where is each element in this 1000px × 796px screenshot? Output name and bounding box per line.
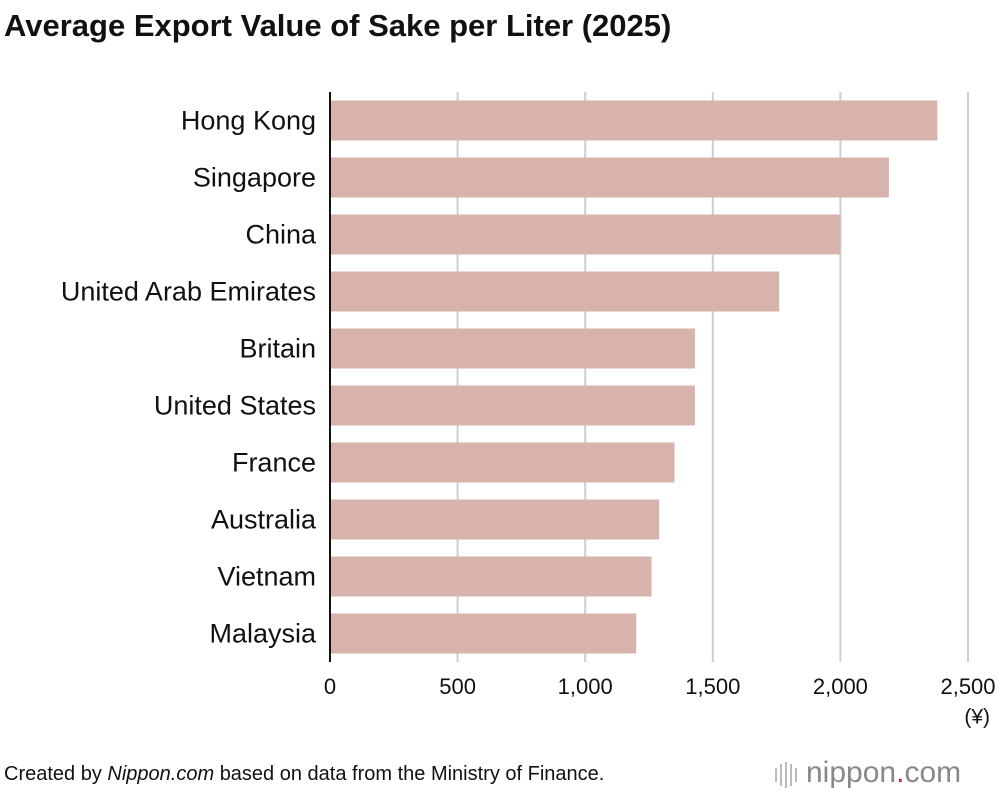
y-tick-label: France xyxy=(232,448,316,478)
bar xyxy=(330,214,841,255)
x-tick-label: 2,000 xyxy=(813,674,868,699)
y-tick-label: Vietnam xyxy=(217,562,316,592)
bar xyxy=(330,613,637,654)
y-tick-label: China xyxy=(245,220,317,250)
logo-dot: . xyxy=(896,756,904,789)
y-tick-label: Australia xyxy=(211,505,317,535)
bar xyxy=(330,556,652,597)
bar xyxy=(330,499,660,540)
bar xyxy=(330,442,675,483)
logo-text: nippon.com xyxy=(806,756,961,789)
y-tick-label: Britain xyxy=(239,334,316,364)
bar xyxy=(330,328,695,369)
source-suffix: based on data from the Ministry of Finan… xyxy=(220,763,605,785)
x-tick-label: 1,500 xyxy=(685,674,740,699)
y-tick-label: Malaysia xyxy=(209,619,317,649)
x-tick-label: 1,000 xyxy=(558,674,613,699)
logo: nippon.com xyxy=(775,756,961,789)
x-tick-label: 2,500 xyxy=(940,674,995,699)
source-italic: Nippon.com xyxy=(107,763,214,785)
y-tick-label: Hong Kong xyxy=(181,106,316,136)
y-tick-label: United States xyxy=(154,391,316,421)
bar xyxy=(330,271,780,312)
bar xyxy=(330,100,938,141)
x-tick-label: 0 xyxy=(324,674,336,699)
logo-name: nippon xyxy=(806,756,896,789)
chart-title: Average Export Value of Sake per Liter (… xyxy=(4,8,671,43)
y-tick-label: Singapore xyxy=(193,163,316,193)
bar xyxy=(330,157,889,198)
source-note: Created by Nippon.com based on data from… xyxy=(4,763,604,785)
x-unit: (¥) xyxy=(964,706,990,729)
logo-suffix: com xyxy=(904,756,961,789)
x-tick-label: 500 xyxy=(439,674,476,699)
bar xyxy=(330,385,695,426)
source-prefix: Created by xyxy=(4,763,102,785)
y-tick-label: United Arab Emirates xyxy=(61,277,316,307)
